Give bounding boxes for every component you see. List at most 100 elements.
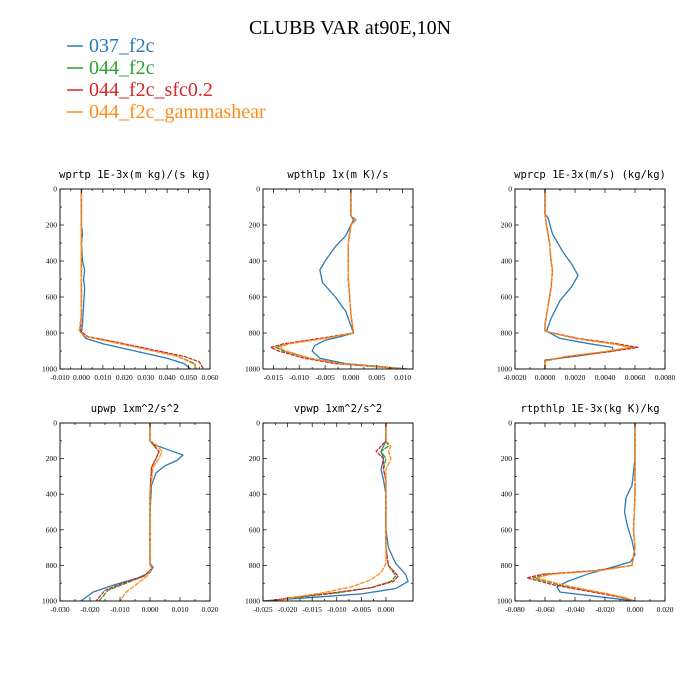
x-tick-label: -0.015 (302, 605, 322, 614)
x-tick-label: -0.020 (80, 605, 100, 614)
series-line-037-f2c (311, 189, 409, 369)
plot-frame (59, 422, 211, 602)
x-tick-label: 0.010 (394, 373, 411, 382)
y-tick-label: 0 (256, 419, 260, 428)
y-tick-label: 400 (501, 490, 513, 499)
series-group (526, 423, 636, 601)
y-tick-label: 200 (249, 454, 261, 463)
legend: 037_f2c044_f2c044_f2c_sfc0.2044_f2c_gamm… (67, 35, 266, 123)
y-tick-label: 600 (501, 525, 513, 534)
y-tick-label: 0 (53, 185, 57, 194)
series-line-044-f2c-gammashear (544, 189, 632, 369)
x-tick-label: 0.020 (657, 605, 674, 614)
x-tick-label: 0.000 (342, 373, 359, 382)
series-group (78, 189, 205, 369)
panel-1: wprtp 1E-3x(m kg)/(s kg) -0.010 0.000 0.010… (42, 169, 219, 382)
y-tick-label: 600 (46, 293, 58, 302)
y-tick-label: 400 (46, 257, 58, 266)
panel-6: rtpthlp 1E-3x(kg K)/kg -0.080 -0.060 -0.040… (497, 403, 674, 614)
y-tick-label: 600 (46, 525, 58, 534)
panel-title: upwp 1xm^2/s^2 (91, 403, 180, 415)
y-tick-label: 800 (46, 561, 58, 570)
plot-frame (262, 188, 414, 370)
panel-3: wprcp 1E-3x(m/s) (kg/kg) -0.0020 0.0000 0.0… (497, 169, 676, 382)
panel-title: rtpthlp 1E-3x(kg K)/kg (520, 403, 659, 415)
plot-frame (59, 188, 211, 370)
y-tick-label: 0 (508, 185, 512, 194)
x-tick-label: -0.040 (565, 605, 585, 614)
panel-title: vpwp 1xm^2/s^2 (294, 403, 383, 415)
series-group (263, 423, 409, 601)
series-line-037-f2c (80, 189, 192, 369)
series-line-044-f2c-sfc0-2 (270, 189, 406, 369)
panel-2: wpthlp 1x(m K)/s -0.015 -0.010 -0.005 0.000 0… (245, 169, 414, 382)
legend-entry-044-f2c-sfc0-2: 044_f2c_sfc0.2 (89, 79, 213, 101)
series-group (544, 189, 639, 369)
x-tick-label: -0.015 (264, 373, 284, 382)
x-tick-label: 0.050 (180, 373, 197, 382)
series-line-044-f2c-sfc0-2 (544, 189, 639, 369)
x-tick-label: 0.010 (94, 373, 111, 382)
legend-entry-037-f2c: 037_f2c (89, 35, 155, 57)
series-group (270, 189, 409, 369)
y-tick-label: 800 (501, 329, 513, 338)
x-tick-label: -0.025 (253, 605, 273, 614)
y-tick-label: 200 (501, 221, 513, 230)
panels-grid: wprtp 1E-3x(m kg)/(s kg)-0.010 0.000 0.010… (42, 169, 676, 614)
x-tick-label: -0.030 (50, 605, 70, 614)
plot-frame (514, 422, 666, 602)
x-tick-label: -0.010 (327, 605, 347, 614)
series-line-044-f2c-sfc0-2 (95, 423, 160, 601)
x-tick-label: -0.010 (110, 605, 130, 614)
y-tick-label: 400 (249, 490, 261, 499)
x-tick-label: 0.000 (73, 373, 90, 382)
x-tick-label: 0.010 (172, 605, 189, 614)
y-tick-label: 200 (46, 221, 58, 230)
y-tick-label: 400 (46, 490, 58, 499)
x-tick-label: 0.020 (116, 373, 133, 382)
y-tick-label: 0 (53, 419, 57, 428)
y-tick-label: 1000 (42, 597, 57, 606)
y-tick-label: 600 (501, 293, 513, 302)
x-tick-label: -0.010 (290, 373, 310, 382)
legend-entry-044-f2c-gammashear: 044_f2c_gammashear (89, 101, 266, 123)
y-tick-label: 200 (46, 454, 58, 463)
panel-title: wpthlp 1x(m K)/s (287, 169, 388, 181)
y-tick-label: 0 (256, 185, 260, 194)
x-tick-label: 0.000 (378, 605, 395, 614)
x-tick-label: 0.000 (142, 605, 159, 614)
series-line-044-f2c-gammashear (277, 189, 406, 369)
series-line-037-f2c (80, 423, 184, 601)
x-tick-label: -0.020 (278, 605, 298, 614)
y-tick-label: 0 (508, 419, 512, 428)
panel-title: wprcp 1E-3x(m/s) (kg/kg) (514, 169, 666, 181)
y-tick-label: 1000 (497, 597, 512, 606)
series-line-044-f2c-gammashear (535, 423, 636, 601)
x-tick-label: 0.005 (368, 373, 385, 382)
x-tick-label: 0.0060 (625, 373, 646, 382)
x-tick-label: 0.000 (627, 605, 644, 614)
legend-entry-044-f2c: 044_f2c (89, 57, 155, 79)
x-tick-label: -0.060 (535, 605, 555, 614)
panel-title: wprtp 1E-3x(m kg)/(s kg) (59, 169, 211, 181)
plot-frame (514, 188, 666, 370)
panel-5: vpwp 1xm^2/s^2 -0.025 -0.020 -0.015 -0.010 -0… (245, 403, 414, 614)
y-tick-label: 800 (46, 329, 58, 338)
series-group (80, 423, 184, 601)
y-tick-label: 800 (249, 329, 261, 338)
panel-4: upwp 1xm^2/s^2 -0.030 -0.020 -0.010 0.000 0.0… (42, 403, 219, 614)
y-tick-label: 800 (501, 561, 513, 570)
y-tick-label: 400 (249, 257, 261, 266)
y-tick-label: 600 (249, 293, 261, 302)
y-tick-label: 600 (249, 525, 261, 534)
y-tick-label: 1000 (497, 365, 512, 374)
x-tick-label: 0.020 (202, 605, 219, 614)
y-tick-label: 200 (501, 454, 513, 463)
series-line-044-f2c-sfc0-2 (526, 423, 636, 601)
series-line-044-f2c-gammashear (78, 189, 198, 369)
x-tick-label: -0.005 (315, 373, 335, 382)
x-tick-label: -0.010 (50, 373, 70, 382)
x-tick-label: 0.0040 (595, 373, 616, 382)
x-tick-label: -0.0020 (503, 373, 526, 382)
